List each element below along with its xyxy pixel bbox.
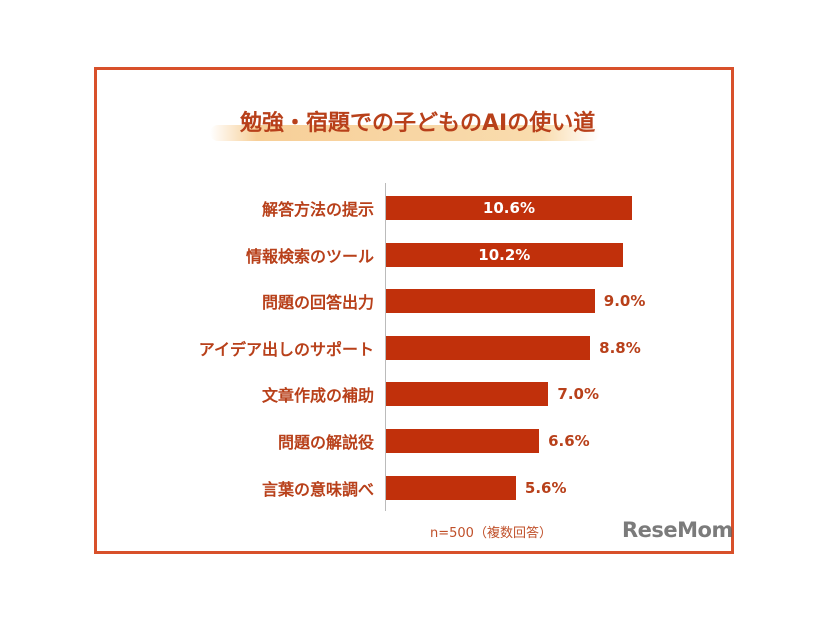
category-label: アイデア出しのサポート — [198, 339, 374, 359]
bar — [386, 335, 591, 360]
bar — [386, 242, 623, 267]
bar — [386, 196, 632, 220]
title-area: 勉強・宿題での子どものAIの使い道 — [210, 105, 600, 145]
category-label: 文章作成の補助 — [261, 386, 374, 406]
value-label: 7.0% — [557, 385, 599, 404]
bar — [386, 475, 516, 500]
value-label: 6.6% — [548, 432, 590, 450]
bar — [386, 382, 549, 407]
value-label: 10.2% — [478, 245, 531, 264]
category-label: 情報検索のツール — [245, 246, 374, 266]
value-label: 5.6% — [524, 478, 567, 497]
bar — [386, 429, 540, 453]
category-label: 問題の回答出力 — [261, 293, 374, 313]
y-axis-line — [385, 183, 386, 511]
value-label: 10.6% — [482, 199, 535, 217]
category-label: 解答方法の提示 — [261, 200, 374, 219]
category-label: 問題の解説役 — [277, 433, 374, 452]
value-label: 9.0% — [603, 292, 646, 311]
sample-note: n=500（複数回答） — [430, 526, 552, 541]
title-highlight — [210, 125, 600, 141]
value-label: 8.8% — [599, 338, 641, 357]
bar — [386, 289, 595, 314]
chart-title: 勉強・宿題での子どものAIの使い道 — [240, 111, 596, 136]
category-label: 言葉の意味調べ — [261, 479, 374, 499]
watermark-logo: ReseMom — [622, 518, 733, 542]
